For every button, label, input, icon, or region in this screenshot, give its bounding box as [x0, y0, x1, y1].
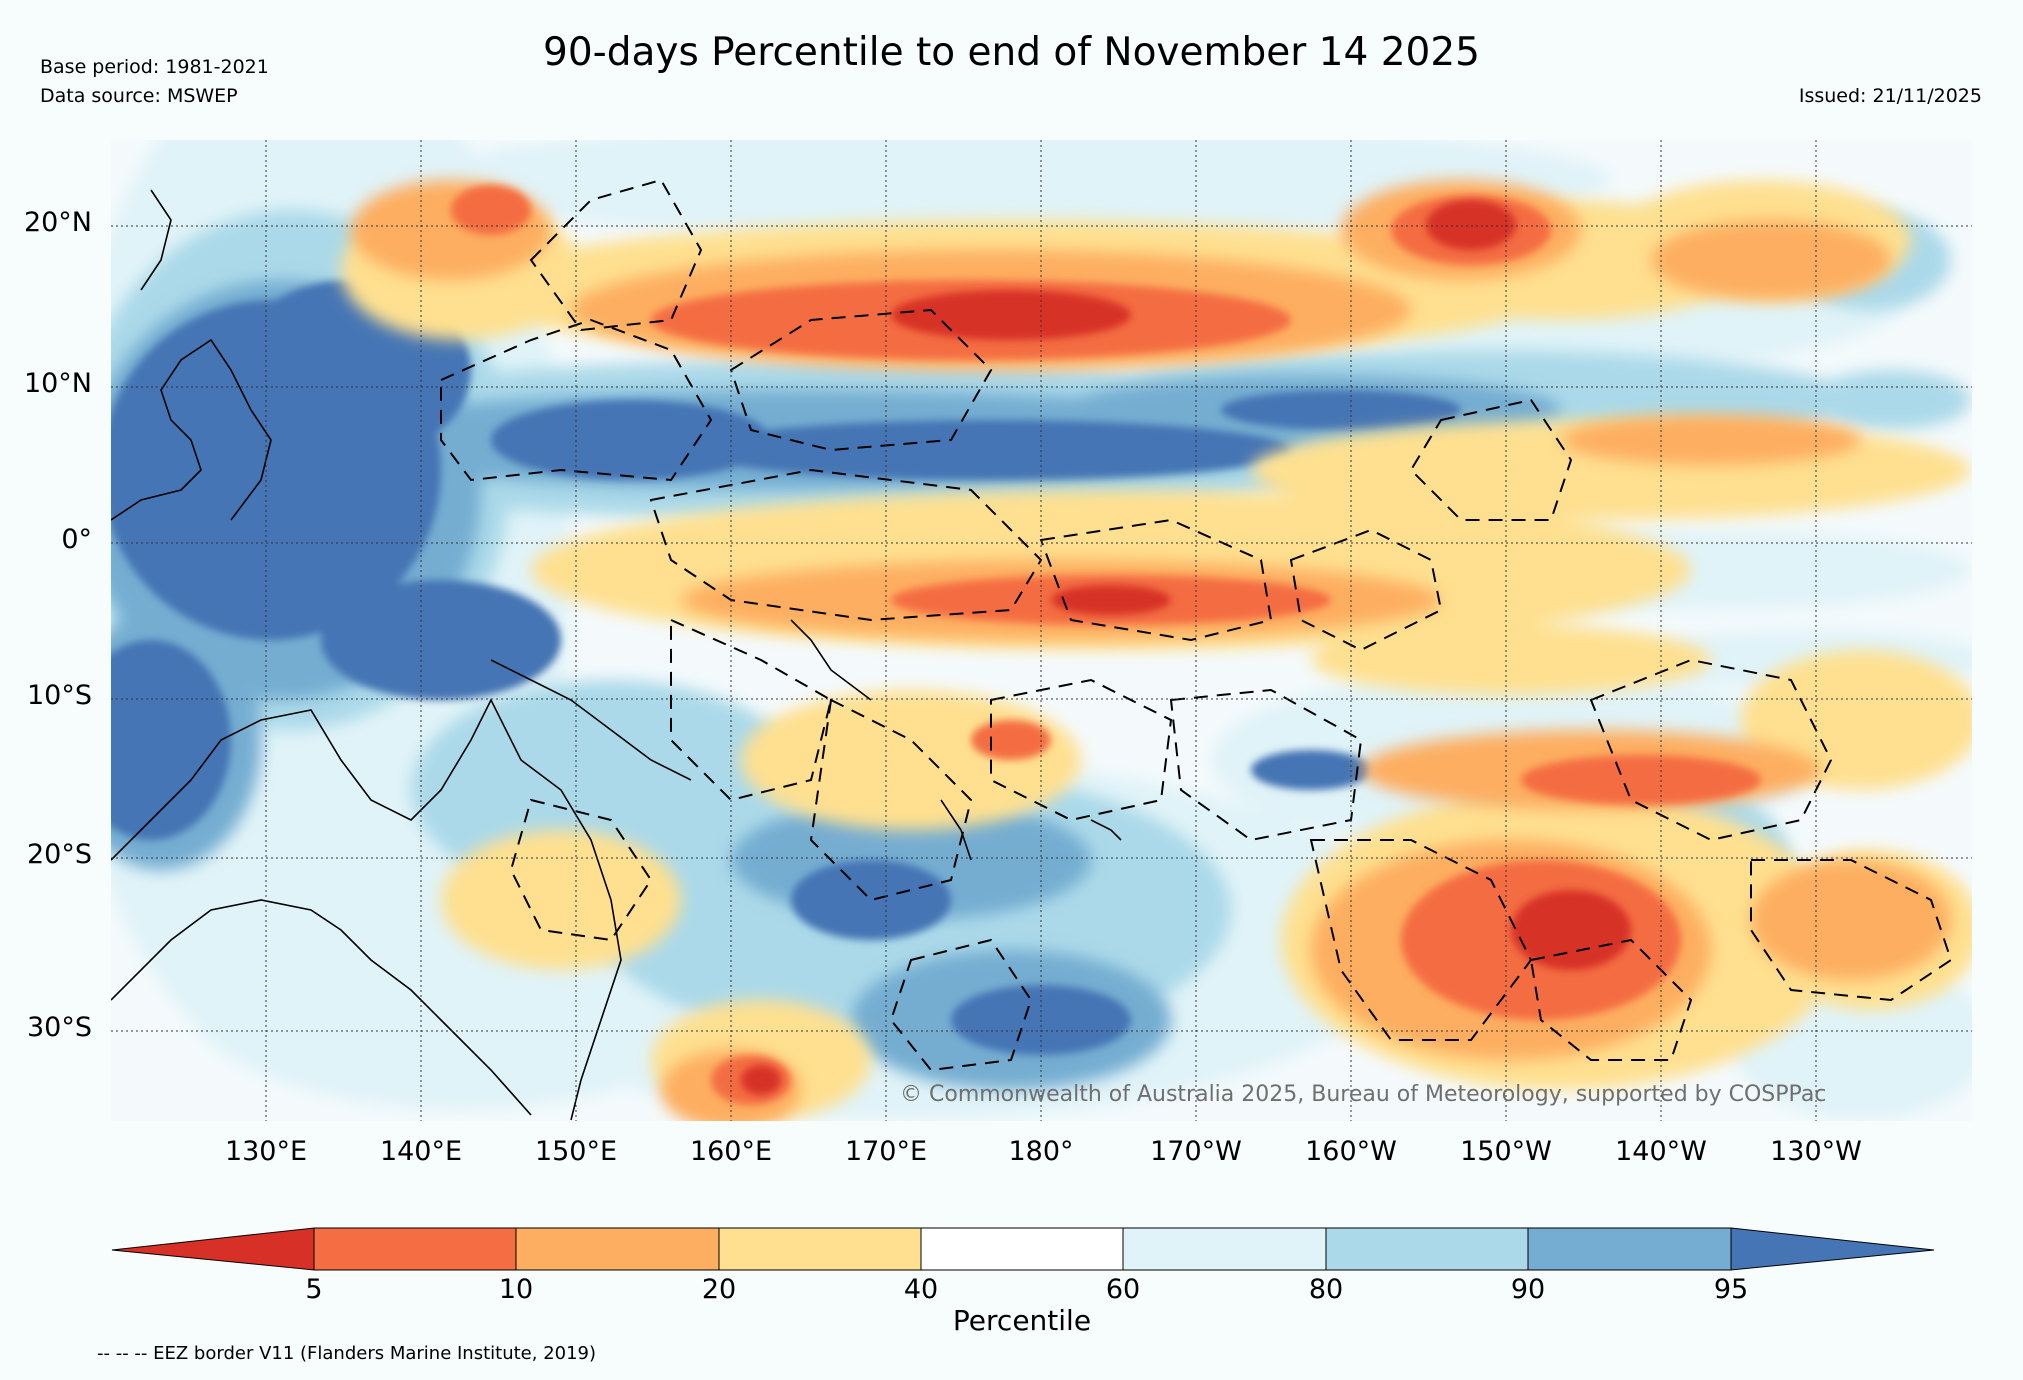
- copyright-notice: © Commonwealth of Australia 2025, Bureau…: [900, 1082, 1827, 1107]
- colorbar-segment-60-80: [1122, 1227, 1327, 1271]
- colorbar-title: Percentile: [952, 1304, 1092, 1337]
- map-title: 90-days Percentile to end of November 14…: [543, 30, 1480, 75]
- colorbar-tick-40: 40: [903, 1274, 939, 1305]
- lon-label-170w: 170°W: [1150, 1136, 1242, 1167]
- lon-label-150e: 150°E: [534, 1136, 618, 1167]
- data-source: Data source: MSWEP: [40, 85, 238, 107]
- colorbar-segment-5-10: [313, 1227, 517, 1271]
- colorbar-segment-10-20: [515, 1227, 720, 1271]
- lon-label-180: 180°: [1008, 1136, 1074, 1167]
- colorbar-segment-above-95: [1730, 1227, 1935, 1271]
- red-regions: [741, 200, 1631, 1095]
- colorbar-segment-90-95: [1527, 1227, 1732, 1271]
- colorbar: [111, 1227, 1935, 1271]
- colorbar-segment-40-60: [920, 1227, 1124, 1271]
- lat-label-20n: 20°N: [23, 207, 92, 238]
- lon-label-140e: 140°E: [379, 1136, 463, 1167]
- lon-label-160e: 160°E: [689, 1136, 773, 1167]
- map-canvas: [111, 140, 1972, 1121]
- lat-label-20s: 20°S: [27, 839, 92, 870]
- lon-label-130e: 130°E: [224, 1136, 308, 1167]
- lat-label-10s: 10°S: [27, 680, 92, 711]
- issued-date: Issued: 21/11/2025: [1798, 85, 1982, 107]
- lat-label-0: 0°: [61, 524, 92, 555]
- colorbar-segment-below-5: [111, 1227, 315, 1271]
- colorbar-tick-95: 95: [1713, 1274, 1749, 1305]
- lon-label-170e: 170°E: [844, 1136, 928, 1167]
- deep-blue-regions: [111, 280, 1671, 1055]
- lon-label-140w: 140°W: [1615, 1136, 1707, 1167]
- colorbar-tick-80: 80: [1308, 1274, 1344, 1305]
- percentile-map: [111, 140, 1972, 1121]
- lon-label-150w: 150°W: [1460, 1136, 1552, 1167]
- land-outlines: [111, 189, 1122, 1121]
- lat-label-30s: 30°S: [27, 1012, 92, 1043]
- colorbar-tick-5: 5: [305, 1274, 323, 1305]
- colorbar-segment-20-40: [718, 1227, 922, 1271]
- graticule: [111, 140, 1972, 1121]
- base-period: Base period: 1981-2021: [40, 56, 269, 78]
- colorbar-tick-60: 60: [1105, 1274, 1141, 1305]
- lon-label-130w: 130°W: [1770, 1136, 1862, 1167]
- lat-label-10n: 10°N: [23, 368, 92, 399]
- lon-label-160w: 160°W: [1305, 1136, 1397, 1167]
- colorbar-tick-20: 20: [701, 1274, 737, 1305]
- colorbar-segment-80-90: [1325, 1227, 1529, 1271]
- eez-border-legend: -- -- -- EEZ border V11 (Flanders Marine…: [97, 1343, 597, 1364]
- colorbar-tick-90: 90: [1510, 1274, 1546, 1305]
- colorbar-tick-10: 10: [498, 1274, 534, 1305]
